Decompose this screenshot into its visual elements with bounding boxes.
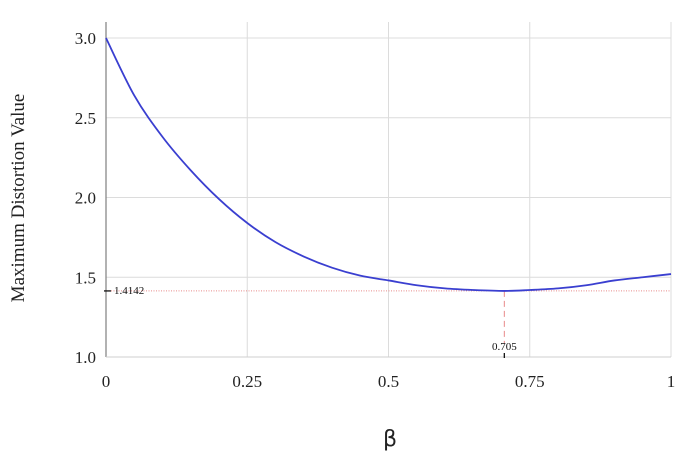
y-tick-label: 2.5 bbox=[75, 109, 96, 128]
min-guides bbox=[104, 290, 671, 358]
x-tick-labels: 0 0.25 0.5 0.75 1 bbox=[102, 372, 676, 391]
min-annotations: 1.4142 0.705 bbox=[114, 285, 517, 353]
x-tick-label: 1 bbox=[667, 372, 676, 391]
y-tick-label: 1.5 bbox=[75, 268, 96, 287]
x-axis-label: β bbox=[383, 427, 397, 452]
y-tick-labels: 1.0 1.5 2.0 2.5 3.0 bbox=[75, 29, 96, 367]
gridlines bbox=[105, 22, 672, 358]
y-axis-label: Maximum Distortion Value bbox=[8, 94, 29, 303]
argmin-label: 0.705 bbox=[492, 341, 517, 353]
x-tick-label: 0.25 bbox=[232, 372, 262, 391]
distortion-curve bbox=[105, 37, 672, 292]
y-tick-label: 2.0 bbox=[75, 189, 96, 208]
x-tick-label: 0.5 bbox=[378, 372, 399, 391]
axes bbox=[105, 22, 671, 358]
y-tick-label: 3.0 bbox=[75, 29, 96, 48]
x-tick-label: 0 bbox=[102, 372, 111, 391]
x-tick-label: 0.75 bbox=[515, 372, 545, 391]
y-tick-label: 1.0 bbox=[75, 348, 96, 367]
min-value-label: 1.4142 bbox=[114, 285, 144, 297]
